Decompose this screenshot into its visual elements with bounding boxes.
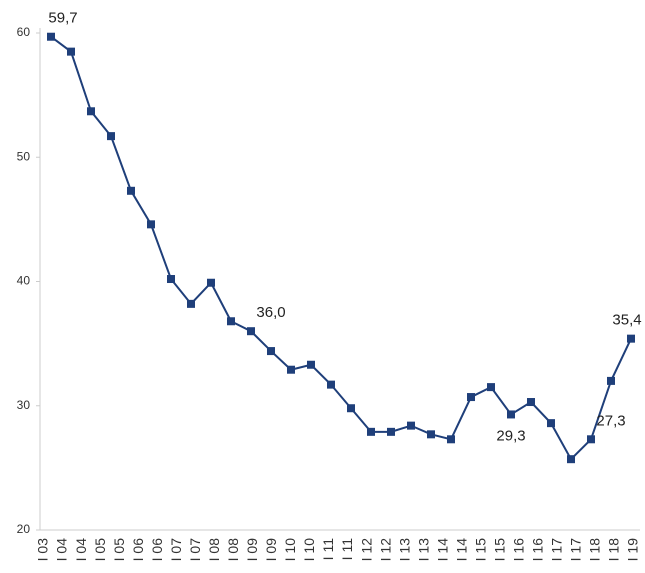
marker [607,376,615,385]
x-tick-label: I 05 [92,538,108,562]
y-tick-label: 20 [17,522,31,536]
x-tick-label: I 09 [244,538,260,562]
marker [447,435,455,444]
x-tick-label: I 17 [568,538,584,562]
marker [567,455,575,464]
x-tick-label: I 19 [625,538,641,562]
x-tick-label: I 06 [130,538,146,562]
x-tick-label: I 12 [377,538,393,562]
marker [327,380,335,389]
x-tick-label: I 16 [511,538,527,562]
marker [267,347,275,356]
marker [427,430,435,439]
x-tick-label: I 04 [54,538,70,562]
data-label: 59,7 [48,10,77,27]
data-label: 35,4 [612,312,641,329]
x-tick-label: I 03 [35,538,51,562]
y-tick-label: 60 [17,25,31,39]
y-tick-label: 50 [17,149,31,163]
x-tick-label: I 10 [282,538,298,562]
x-tick-label: I 09 [263,538,279,562]
y-tick-label: 40 [17,274,31,288]
marker [547,419,555,428]
marker [187,299,195,308]
marker [467,393,475,402]
marker [387,427,395,436]
marker [147,220,155,229]
marker [507,410,515,419]
marker [307,360,315,369]
data-label: 29,3 [496,427,525,444]
data-label: 27,3 [596,412,625,429]
marker [247,327,255,336]
x-tick-label: I 15 [472,538,488,562]
x-tick-label: I 16 [530,538,546,562]
x-tick-label: I 15 [491,538,507,562]
marker [347,404,355,413]
marker [47,32,55,41]
x-tick-label: I 18 [587,538,603,562]
marker [367,427,375,436]
x-tick-label: I 08 [206,538,222,562]
x-tick-label: I 10 [301,538,317,562]
x-tick-label: I 07 [187,538,203,562]
marker [587,435,595,444]
x-tick-label: I 17 [549,538,565,562]
x-tick-label: I 08 [225,538,241,562]
x-tick-label: I 13 [396,538,412,562]
x-tick-label: I 04 [73,538,89,562]
x-tick-label: I 05 [111,538,127,562]
x-tick-label: I 18 [606,538,622,562]
marker [487,383,495,392]
x-tick-label: I 14 [434,538,450,562]
x-tick-label: I 13 [415,538,431,562]
marker [207,278,215,287]
marker [627,334,635,343]
marker [167,275,175,284]
y-tick-label: 30 [17,398,31,412]
x-tick-label: I 11 [320,538,336,561]
marker [87,107,95,116]
marker [527,398,535,407]
x-tick-label: I 14 [453,538,469,562]
marker [287,365,295,374]
marker [67,47,75,56]
x-tick-label: I 07 [168,538,184,562]
x-tick-label: I 11 [339,538,355,561]
x-tick-label: I 06 [149,538,165,562]
marker [127,186,135,195]
line [50,35,632,461]
marker [407,421,415,430]
x-tick-label: I 12 [358,538,374,562]
data-label: 36,0 [256,304,285,321]
marker [107,132,115,141]
marker [227,317,235,326]
